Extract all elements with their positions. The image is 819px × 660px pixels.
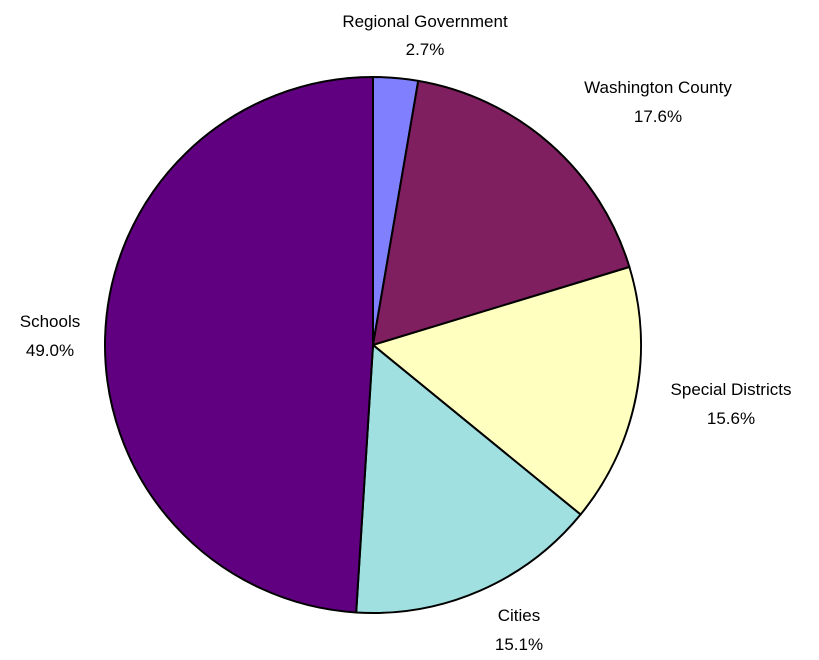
- slice-label-special-districts: Special Districts: [671, 380, 792, 399]
- slice-value-washington-county: 17.6%: [634, 107, 682, 126]
- pie-slice-schools: [104, 76, 374, 614]
- slice-label-schools: Schools: [20, 312, 80, 331]
- slice-value-schools: 49.0%: [26, 341, 74, 360]
- slice-labels: Regional Government 2.7% Washington Coun…: [20, 12, 792, 654]
- pie-slice-special-districts: [372, 266, 642, 516]
- pie-slices: [104, 76, 642, 614]
- pie-slice-washington-county: [372, 79, 631, 346]
- slice-label-cities: Cities: [498, 606, 541, 625]
- slice-label-washington-county: Washington County: [584, 78, 732, 97]
- slice-label-regional-government: Regional Government: [342, 12, 508, 31]
- pie-slice-cities: [355, 344, 582, 614]
- slice-value-cities: 15.1%: [495, 635, 543, 654]
- slice-value-special-districts: 15.6%: [707, 409, 755, 428]
- slice-value-regional-government: 2.7%: [406, 40, 445, 59]
